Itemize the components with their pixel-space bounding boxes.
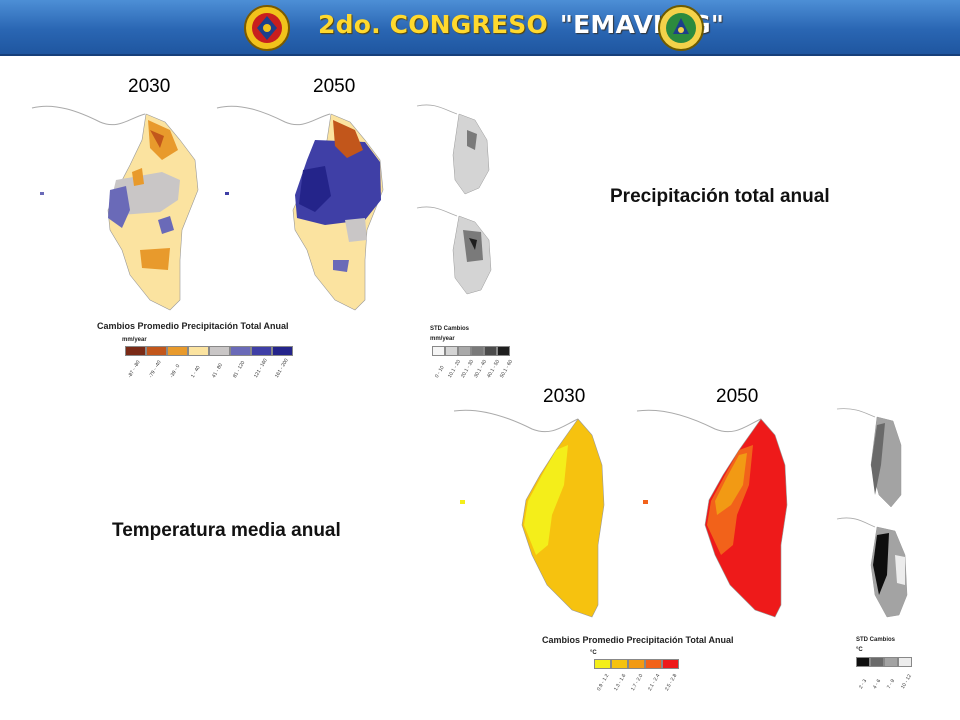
precip-std-legend-unit: mm/year (430, 336, 455, 342)
temp-year-2050: 2050 (716, 386, 759, 407)
temp-std-legend-tick-label: 10 - 12 (900, 673, 913, 690)
temp-std-legend-tick-label: 2 - 3 (858, 678, 869, 690)
precip-std-legend-swatch (484, 346, 497, 356)
precipitation-title: Precipitación total anual (610, 186, 830, 207)
precip-legend-tick-label: -87 - -80 (127, 359, 142, 379)
precip-std-legend-title: STD Cambios (430, 326, 470, 332)
precip-legend-swatch (146, 346, 167, 356)
temp-legend-tick-label: 0.9 - 1.2 (596, 673, 611, 692)
precip-std-legend-swatch (458, 346, 471, 356)
temp-std-legend-title: STD Cambios (856, 637, 896, 643)
precip-legend-swatch (188, 346, 209, 356)
temp-std-legend-swatch (884, 657, 898, 667)
temp-std-legend-tick-label: 4 - 6 (872, 678, 883, 690)
header-bar: 2do. CONGRESO "EMAVISIG" (0, 0, 960, 56)
precip-std-legend-tick-label: 50.1 - 60 (499, 358, 515, 379)
precip-std-legend-swatch (445, 346, 458, 356)
temp-legend-tick-label: 2.5 - 2.8 (664, 673, 679, 692)
precip-legend-tick-label: -39 - 0 (169, 363, 182, 379)
temp-std-maps (836, 408, 908, 618)
precip-legend-unit: mm/year (122, 337, 147, 343)
temp-year-2030: 2030 (543, 386, 586, 407)
temp-legend-tick-label: 2.1 - 2.4 (647, 673, 662, 692)
precip-std-legend-tick-label: 0 - 10 (434, 364, 446, 379)
temp-legend-tick-label: 1.7 - 2.0 (630, 673, 645, 692)
precip-std-maps (416, 104, 492, 295)
temp-std-legend-unit: °C (856, 647, 863, 653)
temp-legend-tick-label: 1.3 - 1.6 (613, 673, 628, 692)
left-emblem-icon (244, 5, 290, 51)
precip-std-legend-swatch (497, 346, 510, 356)
precip-legend-swatch (272, 346, 293, 356)
temp-legend-title: Cambios Promedio Precipitación Total Anu… (542, 635, 734, 645)
temp-legend-swatch (662, 659, 679, 669)
precip-legend-title: Cambios Promedio Precipitación Total Anu… (97, 321, 289, 331)
temp-std-legend-tick-label: 7 - 9 (886, 678, 897, 690)
temp-std-legend-swatch (856, 657, 870, 667)
temp-std-legend-swatch (870, 657, 884, 667)
precip-std-legend-swatch (471, 346, 484, 356)
temp-legend-swatch (611, 659, 628, 669)
precip-legend-swatch (209, 346, 230, 356)
precip-legend-swatch (167, 346, 188, 356)
precip-legend-swatch (125, 346, 146, 356)
precip-std-legend-swatch (432, 346, 445, 356)
right-emblem-icon (658, 5, 704, 51)
temp-legend-unit: °C (590, 650, 597, 656)
temp-legend-swatch (594, 659, 611, 669)
precip-legend-tick-label: 161 - 200 (274, 357, 290, 379)
precip-legend-tick-label: 1 - 40 (190, 364, 202, 379)
congress-title: 2do. CONGRESO (318, 10, 548, 39)
temp-legend-swatch (645, 659, 662, 669)
precip-legend-swatch (230, 346, 251, 356)
precip-2050-map (216, 105, 384, 311)
precip-legend-swatch (251, 346, 272, 356)
temp-legend-swatch (628, 659, 645, 669)
precip-legend-tick-label: 121 - 160 (253, 357, 269, 379)
precip-year-2030: 2030 (128, 76, 171, 97)
precip-year-2050: 2050 (313, 76, 356, 97)
temperature-title: Temperatura media anual (112, 520, 341, 541)
precip-legend-tick-label: 81 - 120 (232, 360, 247, 379)
precip-legend-tick-label: 41 - 80 (211, 362, 224, 379)
precip-legend-tick-label: -79 - -40 (148, 359, 163, 379)
temp-2030-map (453, 409, 605, 618)
precip-2030-map (31, 105, 199, 311)
temp-2050-map (636, 409, 788, 618)
temp-std-legend-swatch (898, 657, 912, 667)
